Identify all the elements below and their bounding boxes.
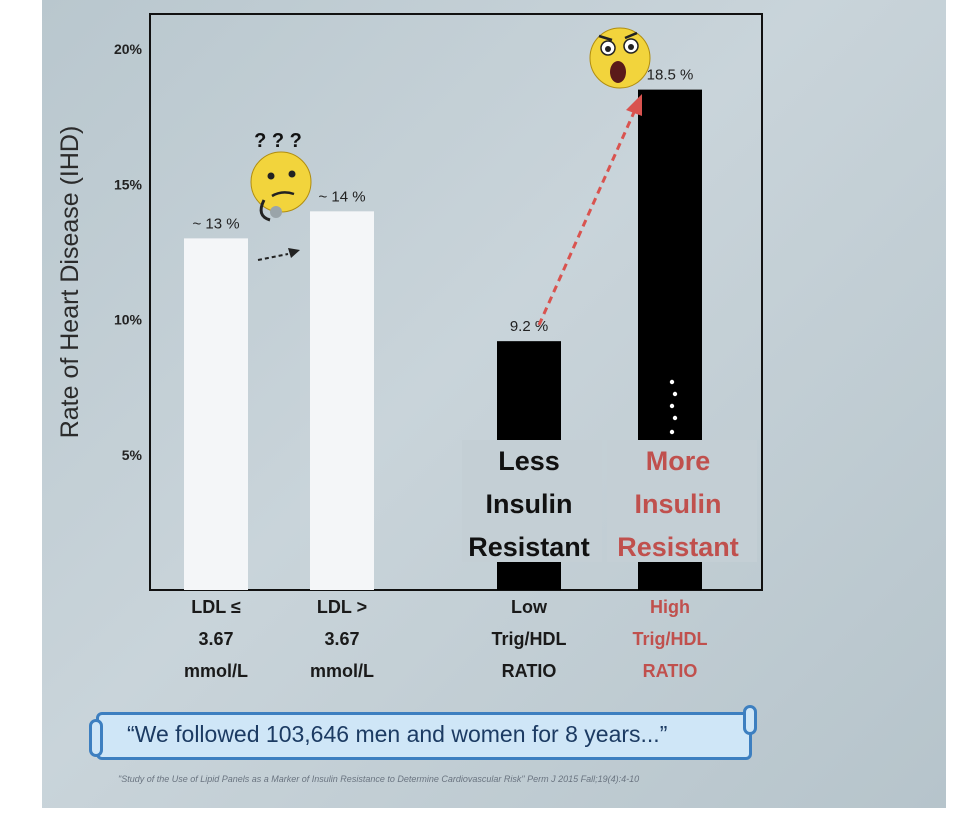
- plot-frame: [149, 13, 763, 591]
- x-category-label: Trig/HDL: [492, 629, 567, 649]
- ldl-arrow-line: [257, 253, 289, 261]
- quote-banner: “We followed 103,646 men and women for 8…: [89, 705, 757, 760]
- bar-ldl-high: [310, 211, 374, 591]
- shocked-emoji-icon: [589, 27, 651, 89]
- bar-dot-mark: [669, 429, 675, 435]
- question-marks: ? ? ?: [254, 130, 302, 152]
- x-category-label: 3.67: [198, 629, 233, 649]
- red-arrow-head: [626, 94, 642, 116]
- more-resistant-label: More: [646, 446, 711, 476]
- less-resistant-label: Less: [498, 446, 560, 476]
- bar-data-label: ~ 14 %: [318, 188, 365, 205]
- scroll-curl-left: [89, 719, 103, 757]
- bar-dot-mark: [672, 391, 678, 397]
- bar-dot-mark: [669, 379, 675, 385]
- y-tick-label: 5%: [122, 447, 143, 463]
- bar-ldl-low: [184, 238, 248, 590]
- more-resistant-label: Resistant: [617, 532, 739, 562]
- y-tick-label: 10%: [114, 312, 143, 328]
- more-label-bg: [607, 440, 757, 562]
- bar-dot-mark: [669, 403, 675, 409]
- bar-chart: Rate of Heart Disease (IHD) 5% 10% 15% 20% ~ …: [56, 13, 763, 681]
- bar-data-label: ~ 13 %: [192, 215, 239, 232]
- y-axis-label: Rate of Heart Disease (IHD): [56, 126, 84, 439]
- red-arrow-line: [537, 109, 637, 326]
- less-label-bg: [462, 440, 602, 562]
- scroll-curl-right: [743, 705, 757, 735]
- less-resistant-label: Resistant: [468, 532, 590, 562]
- x-category-label: 3.67: [324, 629, 359, 649]
- x-category-label: High: [650, 597, 690, 617]
- x-category-label: RATIO: [502, 661, 557, 681]
- citation: "Study of the Use of Lipid Panels as a M…: [118, 774, 640, 784]
- slide: Rate of Heart Disease (IHD) 5% 10% 15% 20% ~ …: [42, 0, 946, 808]
- quote-text: “We followed 103,646 men and women for 8…: [127, 721, 668, 747]
- x-category-label: RATIO: [643, 661, 698, 681]
- less-resistant-label: Insulin: [486, 489, 573, 519]
- more-resistant-label: Insulin: [635, 489, 722, 519]
- x-category-label: mmol/L: [184, 661, 248, 681]
- y-tick-label: 15%: [114, 176, 143, 192]
- ldl-arrow-head: [288, 248, 300, 258]
- x-category-label: Low: [511, 597, 548, 617]
- x-category-label: LDL >: [317, 597, 367, 617]
- confused-emoji-icon: [250, 151, 312, 222]
- y-tick-label: 20%: [114, 41, 143, 57]
- bar-dot-mark: [672, 415, 678, 421]
- bar-data-label: 18.5 %: [647, 67, 694, 84]
- x-category-label: LDL ≤: [191, 597, 241, 617]
- x-category-label: mmol/L: [310, 661, 374, 681]
- x-category-label: Trig/HDL: [633, 629, 708, 649]
